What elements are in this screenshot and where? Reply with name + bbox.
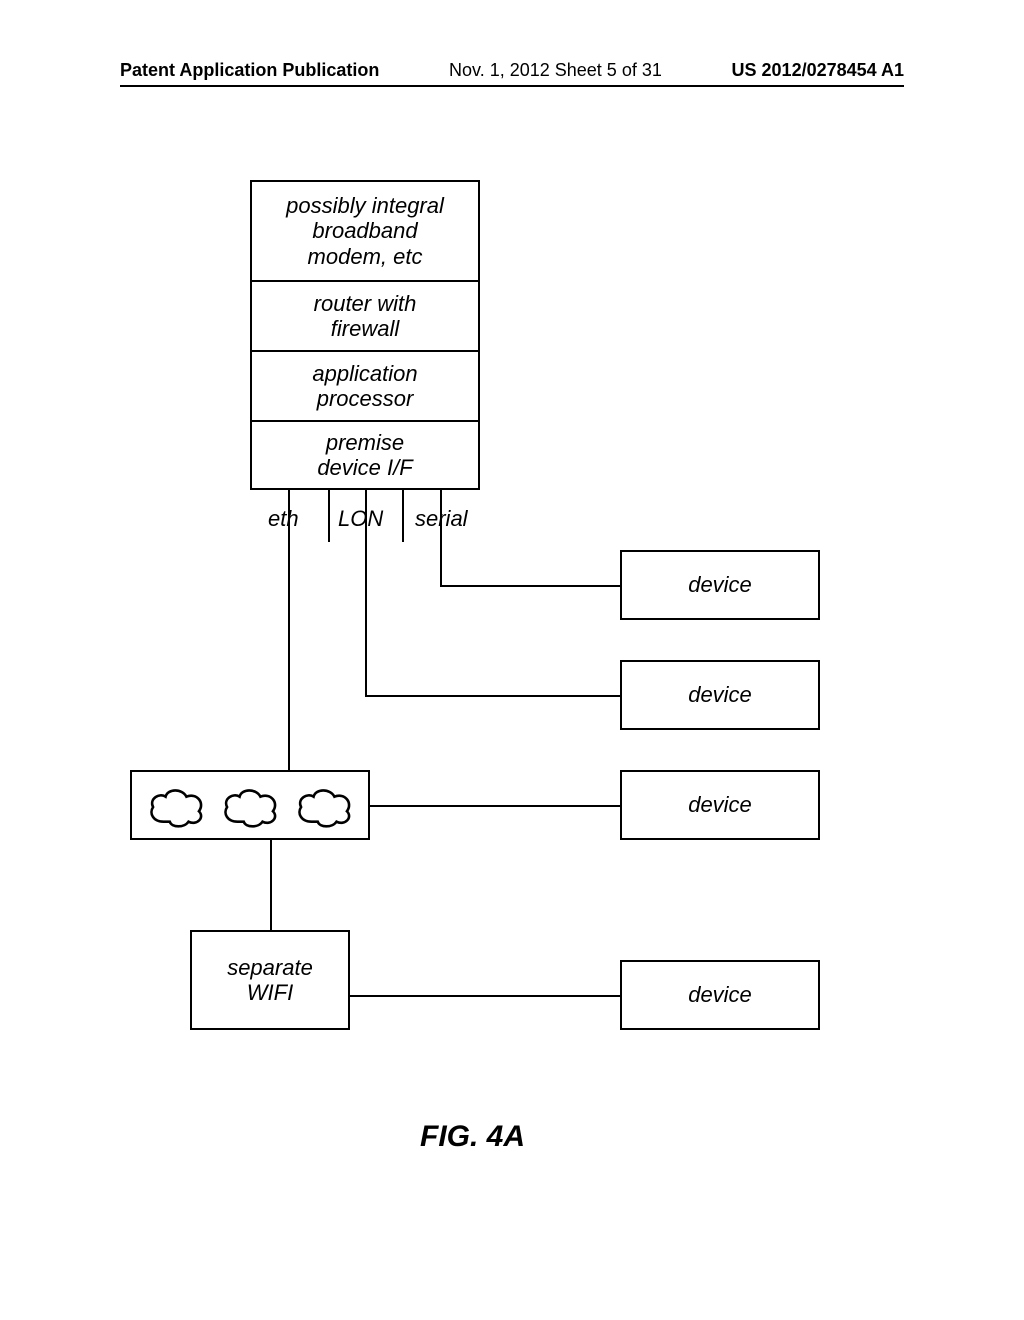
line-cloud-dev3 (370, 805, 620, 807)
stack-row-3: premise device I/F (250, 420, 480, 490)
line-lon-dev2 (365, 695, 620, 697)
cloud-icon (289, 780, 359, 830)
device-box-2: device (620, 660, 820, 730)
stack-row-0: possibly integral broadband modem, etc (250, 180, 480, 280)
stack-divider-0 (328, 490, 330, 542)
line-serial-dev1 (440, 585, 620, 587)
eth-hub-box (130, 770, 370, 840)
device-box-1: device (620, 550, 820, 620)
line-cloud-wifi (270, 840, 272, 930)
cloud-icon (141, 780, 211, 830)
separate-wifi-box: separate WIFI (190, 930, 350, 1030)
conn-label-lon: LON (338, 506, 383, 532)
figure-canvas: possibly integral broadband modem, etcro… (0, 0, 1024, 1320)
stack-divider-1 (402, 490, 404, 542)
line-lon-v (365, 490, 367, 695)
device-box-4: device (620, 960, 820, 1030)
stack-row-2: application processor (250, 350, 480, 420)
conn-label-eth: eth (268, 506, 299, 532)
stack-row-1: router with firewall (250, 280, 480, 350)
line-eth-v (288, 490, 290, 770)
line-serial-v (440, 490, 442, 585)
cloud-icon (215, 780, 285, 830)
figure-label: FIG. 4A (420, 1120, 525, 1154)
device-box-3: device (620, 770, 820, 840)
line-wifi-dev4 (350, 995, 620, 997)
